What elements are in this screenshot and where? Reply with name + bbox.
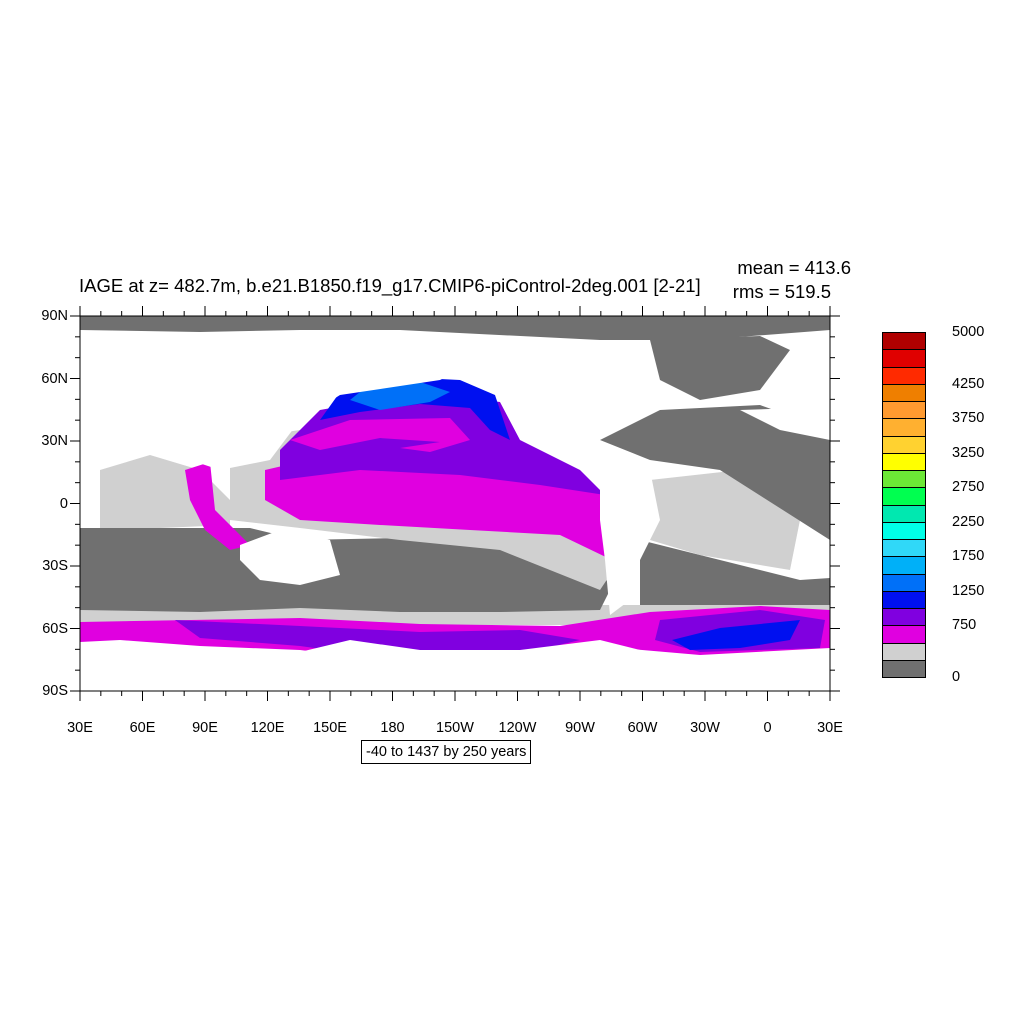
- colorbar-swatch: [882, 383, 926, 402]
- colorbar-swatch: [882, 573, 926, 592]
- colorbar-label: 5000: [952, 324, 985, 340]
- x-tick-label: 90W: [565, 720, 595, 736]
- colorbar-swatch: [882, 642, 926, 661]
- rms-stat: rms = 519.5: [732, 281, 831, 302]
- x-tick-label: 90E: [192, 720, 218, 736]
- colorbar-swatch: [882, 608, 926, 627]
- x-tick-label: 30W: [690, 720, 720, 736]
- x-tick-label: 180: [380, 720, 405, 736]
- colorbar-swatch: [882, 556, 926, 575]
- x-tick-label: 150W: [436, 720, 474, 736]
- y-tick-label: 0: [59, 495, 68, 512]
- x-tick-label: 30E: [817, 720, 843, 736]
- x-tick-label: 30E: [67, 720, 93, 736]
- colorbar-label: 1250: [952, 582, 985, 599]
- colorbar-label: 2750: [952, 479, 985, 496]
- mean-stat: mean = 413.6: [737, 257, 851, 278]
- x-tick-label: 60W: [627, 720, 658, 736]
- contour-range-label: -40 to 1437 by 250 years: [361, 740, 532, 764]
- x-tick-label: 60E: [129, 720, 156, 736]
- x-tick-label: 120W: [498, 720, 537, 736]
- colorbar-label: 3750: [952, 410, 985, 427]
- colorbar-label: 2250: [952, 513, 985, 530]
- colorbar-swatch: [882, 332, 926, 351]
- colorbar: 5000 4250 3750 3250 2750 2250 1750 1250 750 0: [882, 324, 984, 685]
- colorbar-swatch: [882, 521, 926, 540]
- axis-ticks: [70, 306, 840, 701]
- colorbar-swatch: [882, 349, 926, 368]
- colorbar-swatch: [882, 470, 926, 489]
- colorbar-swatch: [882, 435, 926, 454]
- x-tick-label: 120E: [250, 720, 285, 736]
- colorbar-swatch: [882, 366, 926, 385]
- y-tick-label: 30N: [41, 433, 68, 449]
- colorbar-swatch: [882, 590, 926, 609]
- y-tick-label: 30S: [42, 558, 68, 574]
- colorbar-swatch: [882, 539, 926, 558]
- colorbar-swatch: [882, 452, 926, 471]
- colorbar-swatch: [882, 625, 926, 644]
- colorbar-swatch: [882, 418, 926, 437]
- colorbar-swatch: [882, 659, 926, 678]
- colorbar-label: 0: [952, 669, 961, 685]
- x-tick-label: 0: [763, 720, 772, 736]
- x-tick-label: 150E: [313, 720, 347, 736]
- colorbar-label: 3250: [952, 444, 985, 461]
- colorbar-swatch: [882, 401, 926, 420]
- colorbar-label: 4250: [952, 375, 985, 392]
- colorbar-swatch: [882, 504, 926, 523]
- colorbar-label: 1750: [952, 548, 985, 565]
- plot-title: IAGE at z= 482.7m, b.e21.B1850.f19_g17.C…: [79, 275, 701, 296]
- map-fields: [80, 316, 830, 691]
- colorbar-swatch: [882, 487, 926, 506]
- colorbar-label: 750: [952, 617, 977, 634]
- y-tick-label: 60S: [42, 620, 68, 637]
- y-tick-label: 90S: [42, 683, 68, 699]
- y-tick-label: 90N: [41, 308, 68, 324]
- y-tick-label: 60N: [41, 370, 68, 387]
